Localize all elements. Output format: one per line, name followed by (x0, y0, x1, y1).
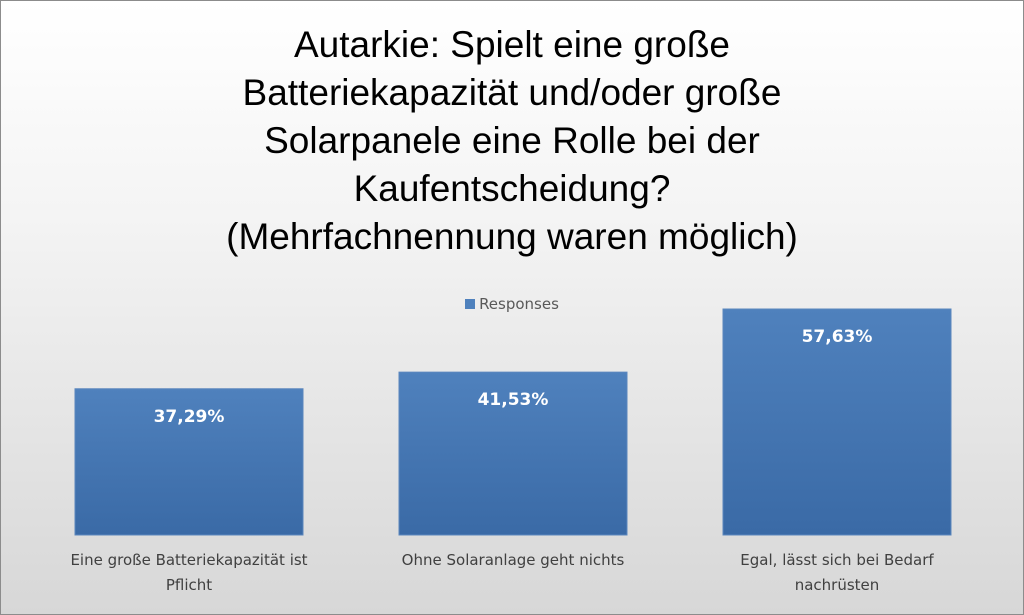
category-label-line: Ohne Solaranlage geht nichts (401, 551, 625, 569)
category-label: Egal, lässt sich bei Bedarf nachrüsten (687, 548, 987, 598)
title-line: Solarpanele eine Rolle bei der (264, 120, 760, 161)
data-label: 37,29% (154, 407, 225, 427)
title-line: Kaufentscheidung? (353, 168, 671, 209)
category-label: Eine große Batteriekapazität ist Pflicht (39, 548, 339, 598)
chart-legend: Responses (1, 295, 1023, 313)
category-label: Ohne Solaranlage geht nichts (363, 548, 663, 573)
data-label: 57,63% (802, 327, 873, 347)
legend-label: Responses (479, 295, 559, 313)
category-label-line: Pflicht (165, 576, 213, 594)
bar (722, 308, 952, 536)
title-line: Batteriekapazität und/oder große (242, 72, 782, 113)
category-label-line: nachrüsten (794, 576, 880, 594)
chart-title: Autarkie: Spielt eine große Batteriekapa… (1, 21, 1023, 261)
category-label-line: Egal, lässt sich bei Bedarf (740, 551, 934, 569)
bar (398, 371, 628, 536)
category-label-line: Eine große Batteriekapazität ist (70, 551, 308, 569)
title-line: Autarkie: Spielt eine große (293, 24, 730, 65)
legend-swatch (465, 299, 476, 309)
bar (74, 388, 304, 536)
title-line: (Mehrfachnennung waren möglich) (226, 216, 798, 257)
data-label: 41,53% (478, 390, 549, 410)
